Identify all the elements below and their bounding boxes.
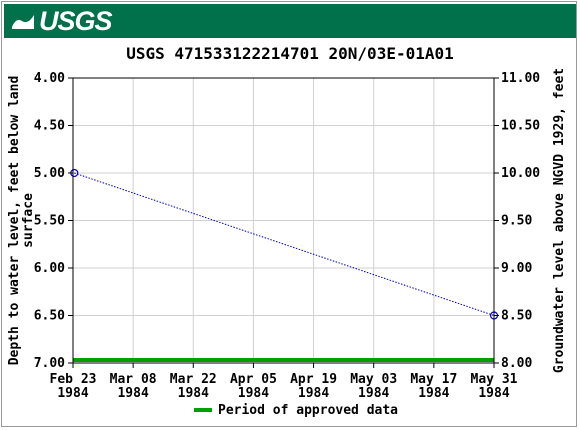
- y-right-tick-label: 8.00: [501, 356, 532, 371]
- x-tick-label-month: May 03: [350, 372, 397, 387]
- y-left-tick-label: 4.00: [34, 71, 65, 86]
- legend: Period of approved data: [194, 403, 398, 418]
- y-left-tick-label: 4.50: [34, 119, 65, 134]
- y-axis-left-label-line2: surface: [21, 193, 36, 248]
- x-tick-label-year: 1984: [117, 386, 148, 401]
- legend-label-approved: Period of approved data: [218, 403, 398, 418]
- x-tick-label-month: Mar 22: [170, 372, 217, 387]
- x-tick-label-month: May 31: [471, 372, 518, 387]
- x-tick-label-year: 1984: [57, 386, 88, 401]
- y-left-tick-label: 5.50: [34, 214, 65, 229]
- chart-title: USGS 471533122214701 20N/03E-01A01: [126, 44, 454, 63]
- x-tick-label-month: May 17: [410, 372, 457, 387]
- y-right-tick-label: 10.00: [501, 166, 540, 181]
- series-line: [74, 172, 495, 316]
- usgs-wave-icon: [11, 10, 35, 29]
- y-right-tick-label: 9.00: [501, 261, 532, 276]
- usgs-logo[interactable]: USGS: [10, 5, 113, 36]
- x-tick-label-year: 1984: [478, 386, 509, 401]
- x-tick-label-month: Apr 05: [230, 372, 277, 387]
- approved-period-bar-segment: [73, 358, 494, 362]
- y-right-tick-label: 10.50: [501, 119, 540, 134]
- y-left-tick-label: 6.50: [34, 309, 65, 324]
- y-axis-right-label: Groundwater level above NGVD 1929, feet: [552, 68, 567, 373]
- y-axis-left-ticks: 4.00 4.50 5.00 5.50 6.00 6.50 7.00: [34, 71, 73, 371]
- grid-lines: [72, 77, 495, 364]
- x-tick-label-month: Feb 23: [50, 372, 97, 387]
- x-tick-label-year: 1984: [238, 386, 269, 401]
- y-right-tick-label: 11.00: [501, 71, 540, 86]
- y-axis-left-label-line1: Depth to water level, feet below land: [7, 76, 22, 366]
- usgs-logo-text: USGS: [39, 5, 113, 36]
- approved-period-bar: [73, 358, 494, 362]
- y-right-tick-label: 9.50: [501, 214, 532, 229]
- x-tick-label-year: 1984: [298, 386, 329, 401]
- x-tick-label-month: Mar 08: [110, 372, 157, 387]
- y-left-tick-label: 6.00: [34, 261, 65, 276]
- y-axis-right-ticks: 11.00 10.50 10.00 9.50 9.00 8.50 8.00: [494, 71, 540, 371]
- usgs-banner: USGS: [4, 4, 576, 38]
- x-tick-label-year: 1984: [358, 386, 389, 401]
- x-tick-label-year: 1984: [418, 386, 449, 401]
- x-tick-label-month: Apr 19: [290, 372, 337, 387]
- x-tick-label-year: 1984: [178, 386, 209, 401]
- y-right-tick-label: 8.50: [501, 309, 532, 324]
- y-left-tick-label: 7.00: [34, 356, 65, 371]
- y-left-tick-label: 5.00: [34, 166, 65, 181]
